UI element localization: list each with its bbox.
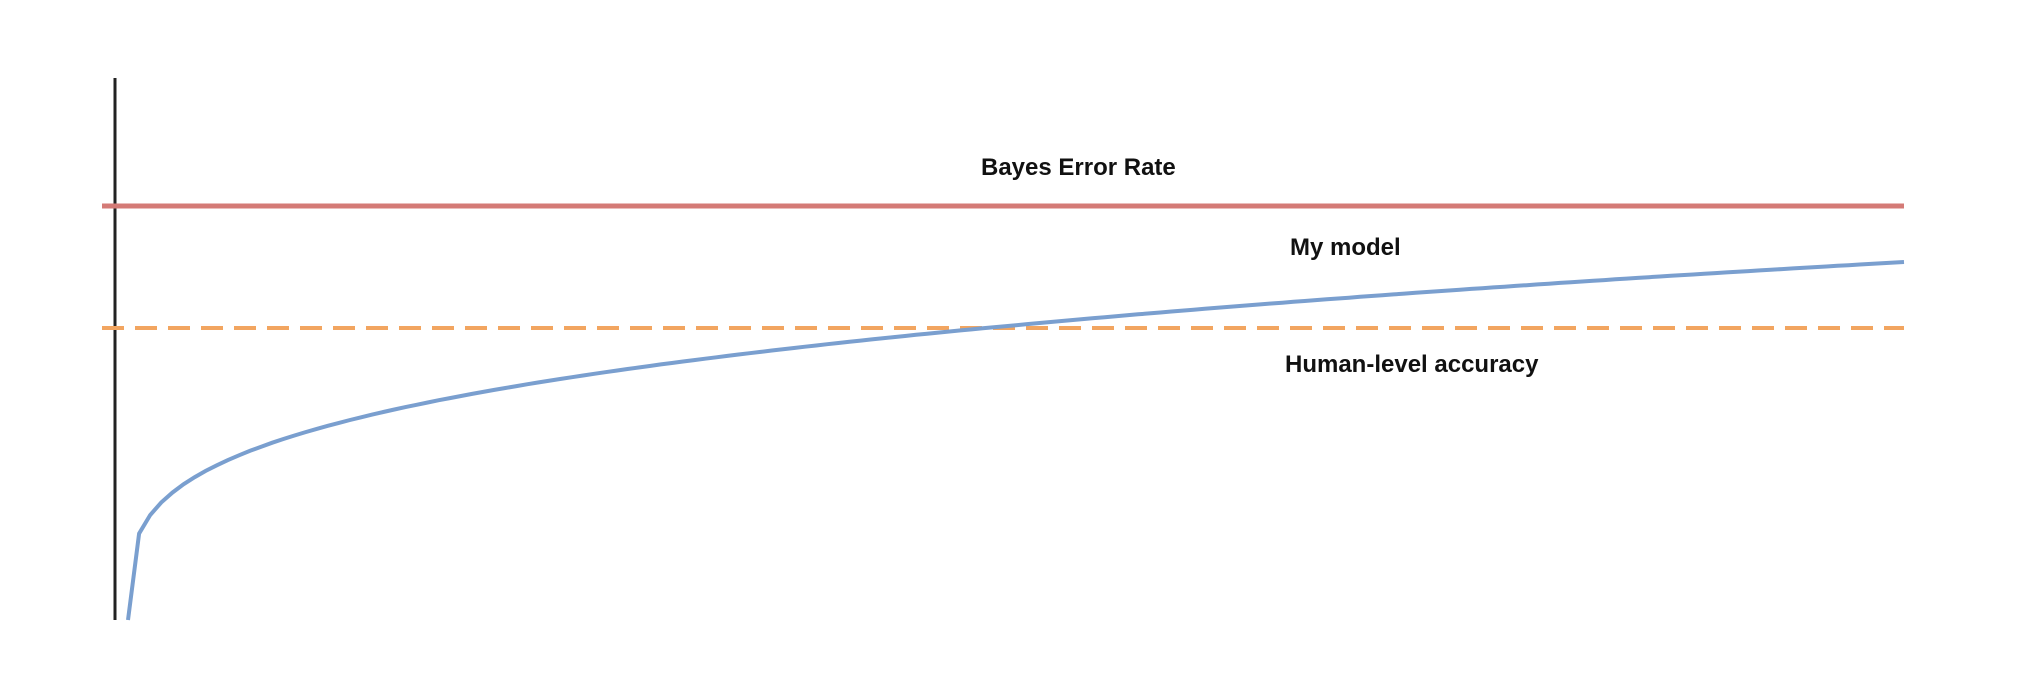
my-model-curve <box>126 260 1905 621</box>
my-model-label: My model <box>1290 234 1401 261</box>
human-level-accuracy-label: Human-level accuracy <box>1285 351 1539 378</box>
bayes-error-rate-label: Bayes Error Rate <box>981 154 1176 181</box>
